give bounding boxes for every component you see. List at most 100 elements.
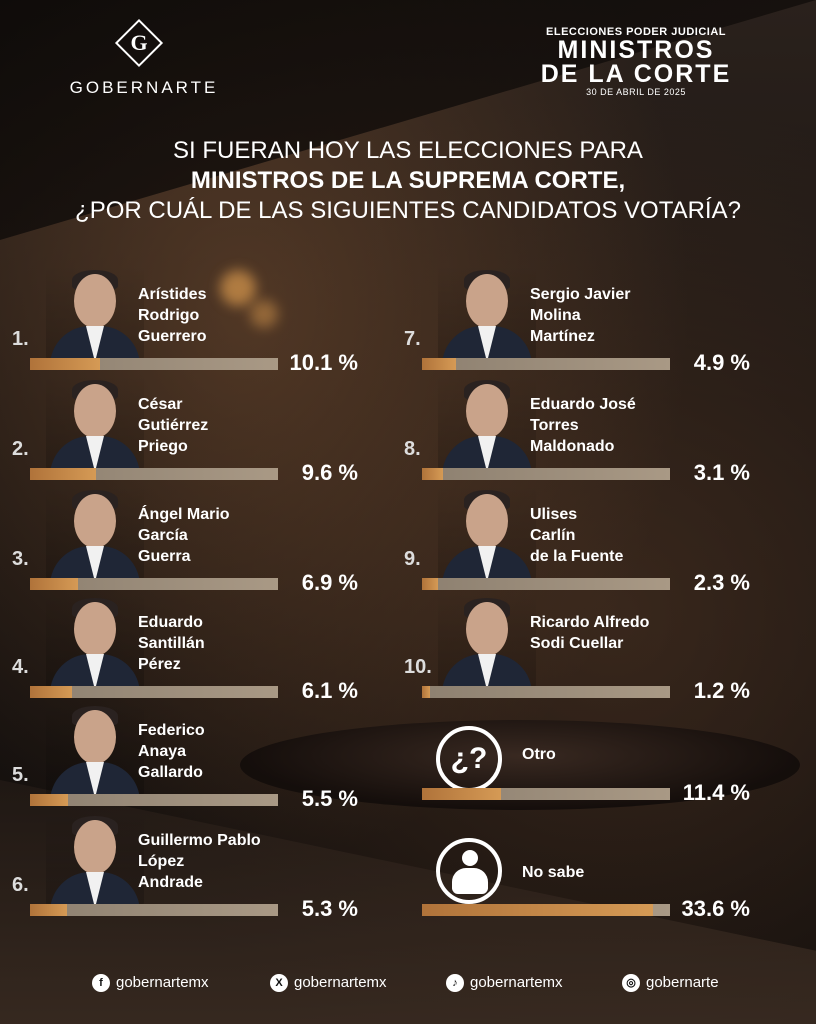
candidate-name-line: Carlín — [530, 527, 576, 544]
candidate-item: 3. Ángel Mario García Guerra 6.9 % — [12, 484, 358, 595]
bar-track — [30, 686, 278, 698]
candidate-rank: 4. — [12, 656, 29, 678]
candidate-photo — [438, 484, 536, 582]
candidate-percent: 2.3 % — [693, 570, 750, 595]
candidate-rank: 5. — [12, 764, 29, 786]
question-line2: MINISTROS DE LA SUPREMA CORTE, — [190, 167, 626, 194]
candidate-name-line: Eduardo José — [530, 396, 636, 413]
photo-head-shape — [74, 274, 116, 328]
header-block: ELECCIONES PODER JUDICIAL MINISTROS DE L… — [526, 26, 746, 97]
candidate-name-line: Rodrigo — [138, 307, 200, 324]
question-line1: SI FUERAN HOY LAS ELECCIONES PARA — [173, 137, 643, 164]
logo-letter: G — [130, 30, 148, 55]
candidate-photo — [438, 264, 536, 362]
bar-track — [422, 686, 670, 698]
header-date: 30 DE ABRIL DE 2025 — [586, 87, 686, 97]
candidate-name-line: Ulises — [530, 506, 578, 523]
candidate-photo — [46, 592, 144, 690]
candidate-name-line: Eduardo — [138, 614, 203, 631]
candidate-item: 2. César Gutiérrez Priego 9.6 % — [12, 374, 358, 485]
social-handle[interactable]: f gobernartemx — [92, 974, 209, 993]
candidate-name-line: Gallardo — [138, 764, 203, 781]
candidate-photo — [46, 264, 144, 362]
social-handle-text: gobernarte — [646, 974, 719, 991]
candidate-name: Guillermo Pablo López Andrade — [138, 830, 261, 893]
header-title-line2: DE LA CORTE — [540, 60, 732, 88]
candidate-name-line: Guillermo Pablo — [138, 832, 261, 849]
bar-fill — [422, 468, 443, 480]
candidate-photo — [46, 484, 144, 582]
candidate-name-line: Ricardo Alfredo — [530, 614, 650, 631]
candidate-name: Eduardo Santillán Pérez — [138, 612, 205, 675]
bar-fill — [30, 794, 68, 806]
candidate-photo — [46, 700, 144, 798]
candidate-name: Federico Anaya Gallardo — [138, 720, 205, 783]
candidate-percent: 9.6 % — [301, 460, 358, 485]
candidate-rank: 8. — [404, 438, 421, 460]
candidate-item: 8. Eduardo José Torres Maldonado 3.1 % — [404, 374, 750, 485]
shrug-person-icon — [436, 838, 502, 904]
photo-head-shape — [74, 820, 116, 874]
candidate-name-line: Molina — [530, 307, 581, 324]
candidate-name-line: Maldonado — [530, 438, 615, 455]
header-title-line1: MINISTROS — [557, 36, 715, 64]
survey-question: SI FUERAN HOY LAS ELECCIONES PARA MINIST… — [40, 136, 776, 226]
candidate-name: César Gutiérrez Priego — [138, 394, 208, 457]
candidate-name: Arístides Rodrigo Guerrero — [138, 284, 206, 347]
candidate-name-line: Anaya — [138, 743, 187, 760]
candidate-name-line: Guerra — [138, 548, 191, 565]
candidate-rank: 10. — [404, 656, 432, 678]
bar-track — [30, 468, 278, 480]
photo-head-shape — [74, 710, 116, 764]
candidate-photo — [438, 592, 536, 690]
social-handle[interactable]: ◎ gobernarte — [622, 974, 719, 993]
candidate-name-line: Sodi Cuellar — [530, 635, 624, 652]
candidate-name-line: Arístides — [138, 286, 207, 303]
option-percent: 33.6 % — [681, 896, 751, 921]
candidate-item: 10. Ricardo Alfredo Sodi Cuellar 1.2 % — [404, 592, 750, 703]
candidate-percent: 5.3 % — [301, 896, 358, 921]
photo-head-shape — [466, 274, 508, 328]
candidate-name-line: García — [138, 527, 188, 544]
bar-fill — [422, 358, 456, 370]
candidate-name-line: Guerrero — [138, 328, 207, 345]
candidate-item: 7. Sergio Javier Molina Martínez 4.9 % — [404, 264, 750, 375]
bar-fill — [422, 788, 501, 800]
candidate-name-line: de la Fuente — [530, 548, 624, 565]
candidate-name: Ángel Mario García Guerra — [138, 504, 230, 567]
option-percent: 11.4 % — [682, 780, 750, 805]
bar-track — [422, 578, 670, 590]
candidate-percent: 1.2 % — [693, 678, 750, 703]
bar-track — [422, 904, 670, 916]
candidate-rank: 9. — [404, 548, 421, 570]
candidate-photo — [46, 374, 144, 472]
shrug-body-shape — [452, 868, 488, 894]
candidate-item: 5. Federico Anaya Gallardo 5.5 % — [12, 700, 358, 811]
candidate-rank: 6. — [12, 874, 29, 896]
facebook-icon: f — [92, 974, 110, 993]
candidate-name: Eduardo José Torres Maldonado — [530, 394, 636, 457]
gobernarte-logo: G GOBERNARTE — [64, 18, 224, 102]
candidate-name-line: López — [138, 853, 185, 870]
option-item: No sabe 33.6 % — [414, 836, 750, 942]
option-label: Otro — [522, 746, 556, 763]
candidate-name-line: Pérez — [138, 656, 181, 673]
candidate-photo — [46, 810, 144, 908]
bar-fill — [30, 686, 72, 698]
x-icon: X — [270, 974, 288, 993]
photo-head-shape — [74, 494, 116, 548]
social-handle-text: gobernartemx — [116, 974, 209, 991]
bar-fill — [30, 904, 67, 916]
question-icon: ¿? — [436, 726, 502, 792]
logo-text: GOBERNARTE — [69, 78, 219, 97]
photo-head-shape — [74, 602, 116, 656]
candidate-rank: 3. — [12, 548, 29, 570]
bar-fill — [30, 578, 78, 590]
option-label: No sabe — [522, 864, 585, 881]
candidate-rank: 7. — [404, 328, 421, 350]
social-handle[interactable]: ♪ gobernartemx — [446, 974, 563, 993]
bar-track — [30, 794, 278, 806]
candidate-name-line: Martínez — [530, 328, 595, 345]
